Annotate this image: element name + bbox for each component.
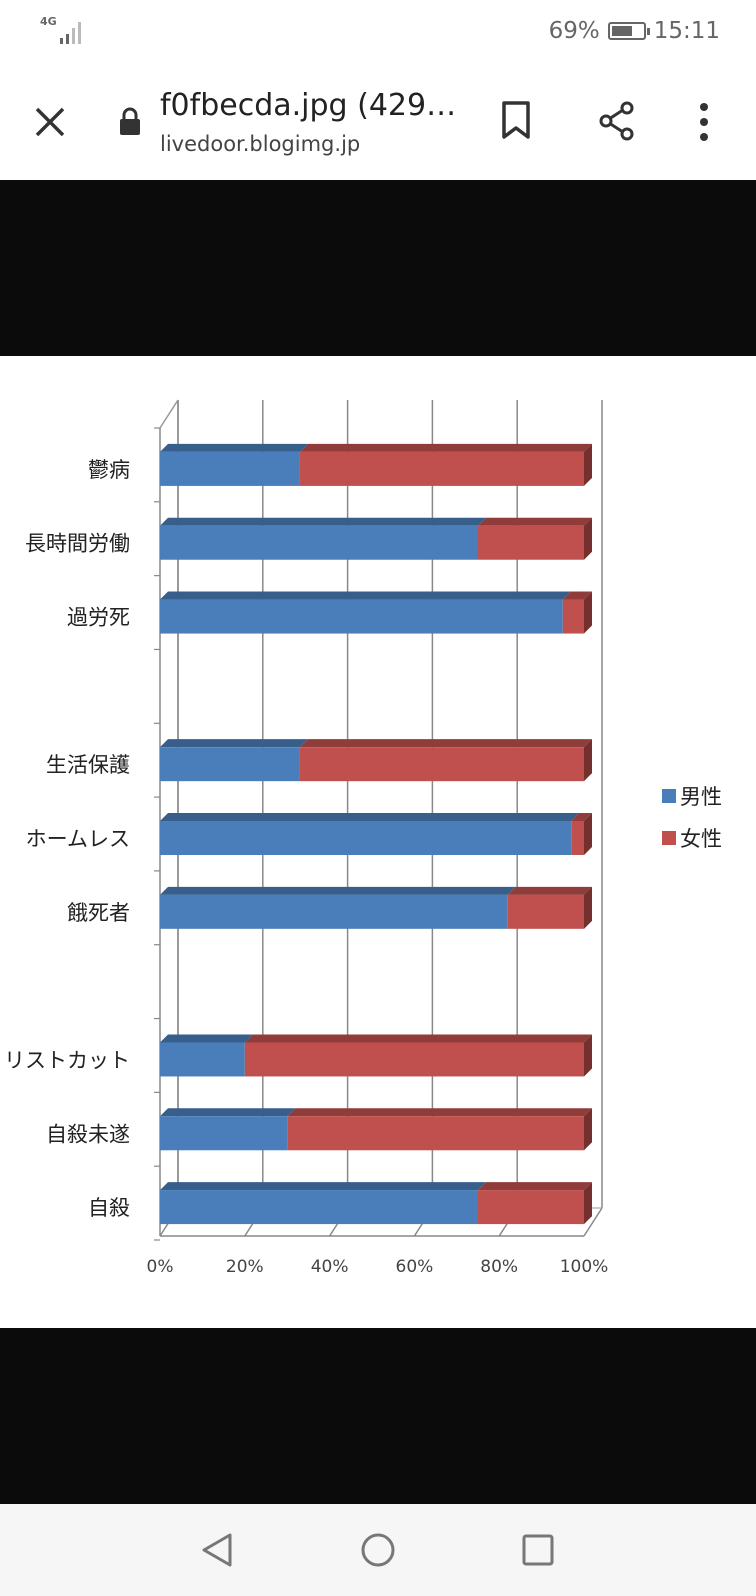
signal-icon: [60, 22, 81, 44]
legend-swatch: [662, 831, 676, 845]
lock-icon: [120, 107, 140, 135]
bar-segment: [562, 599, 584, 634]
bar-end-face: [584, 1108, 592, 1151]
bar-end-face: [584, 813, 592, 855]
bar-segment: [160, 525, 478, 560]
category-label: 生活保護: [46, 753, 130, 777]
page-url: livedoor.blogimg.jp: [160, 132, 361, 156]
bar-end-face: [584, 443, 592, 486]
legend-label: 女性: [680, 827, 722, 851]
system-nav-bar: [0, 1504, 756, 1596]
battery-fill: [611, 26, 633, 36]
bookmark-icon[interactable]: [500, 100, 532, 140]
bar-top-face: [160, 1182, 486, 1191]
bar-segment: [571, 821, 584, 855]
bar-segment: [160, 1190, 478, 1225]
bar-segment: [478, 525, 584, 560]
bar-end-face: [584, 1034, 592, 1077]
bar-segment: [287, 1116, 584, 1151]
bar-top-face: [160, 591, 571, 600]
bar-top-face: [571, 813, 592, 821]
x-tick-label: 0%: [147, 1257, 174, 1277]
x-tick-label: 100%: [560, 1257, 609, 1277]
bar-end-face: [584, 1182, 592, 1225]
bar-segment: [299, 747, 584, 782]
page-title: f0fbecda.jpg (429…: [160, 88, 457, 123]
bar-segment: [244, 1042, 585, 1077]
category-label: 長時間労働: [25, 532, 130, 556]
back-icon[interactable]: [200, 1532, 234, 1568]
bar-segment: [160, 747, 300, 782]
bar-segment: [160, 599, 563, 634]
category-label: 鬱病: [88, 458, 130, 482]
bar-end-face: [584, 886, 592, 929]
bar-top-face: [299, 443, 592, 452]
legend-swatch: [662, 789, 676, 803]
x-tick-label: 80%: [480, 1257, 518, 1277]
bar-top-face: [478, 517, 592, 526]
category-label: ホームレス: [26, 827, 130, 851]
bar-top-face: [160, 1034, 253, 1043]
bar-top-face: [299, 739, 592, 748]
bar-segment: [299, 451, 584, 486]
clock: 15:11: [653, 18, 720, 44]
x-tick-label: 60%: [396, 1257, 434, 1277]
bar-end-face: [584, 739, 592, 782]
close-icon[interactable]: [34, 106, 66, 138]
share-icon[interactable]: [596, 100, 638, 142]
bar-segment: [160, 1116, 288, 1151]
home-icon[interactable]: [360, 1532, 396, 1568]
category-label: 自殺未遂: [46, 1122, 130, 1146]
more-icon[interactable]: [698, 102, 710, 142]
recents-icon[interactable]: [522, 1534, 554, 1566]
category-label: リストカット: [4, 1048, 130, 1072]
bar-top-face: [287, 1108, 592, 1117]
chart-image: 0% 20% 40% 60% 80% 100% 鬱病長時間労働過労死生活保護ホームレス餓死者…: [0, 356, 756, 1328]
x-tick-label: 40%: [311, 1257, 349, 1277]
image-letterbox-top: [0, 180, 756, 356]
bar-top-face: [160, 739, 308, 748]
bar-top-face: [562, 591, 592, 600]
status-right: 69% 15:11: [549, 18, 720, 44]
bar-segment: [160, 1042, 245, 1077]
bar-end-face: [584, 591, 592, 634]
bar-segment: [160, 821, 572, 855]
bar-top-face: [160, 886, 516, 895]
bar-end-face: [584, 517, 592, 560]
bar-top-face: [244, 1034, 593, 1043]
bar-segment: [160, 451, 300, 486]
category-label: 餓死者: [67, 901, 130, 925]
bar-segment: [507, 894, 584, 929]
x-tick-label: 20%: [226, 1257, 264, 1277]
bar-segment: [160, 894, 508, 929]
status-bar: 4G 69% 15:11: [0, 0, 756, 64]
floor-gridline: [583, 1207, 603, 1237]
bar-top-face: [160, 813, 580, 821]
category-label: 自殺: [88, 1196, 130, 1220]
bar-segment: [478, 1190, 584, 1225]
bar-top-face: [160, 443, 308, 452]
browser-toolbar: f0fbecda.jpg (429… livedoor.blogimg.jp: [0, 64, 756, 180]
battery-percent: 69%: [548, 18, 600, 44]
image-letterbox-bottom: [0, 1328, 756, 1504]
bar-top-face: [507, 886, 592, 895]
category-label: 過労死: [67, 606, 130, 630]
bar-top-face: [160, 517, 486, 526]
bar-top-face: [160, 1108, 296, 1117]
battery-icon: [607, 22, 650, 40]
legend-label: 男性: [680, 785, 722, 809]
side-wall-top: [159, 399, 179, 429]
stacked-bar-chart: 0% 20% 40% 60% 80% 100% 鬱病長時間労働過労死生活保護ホームレス餓死者…: [4, 399, 722, 1277]
bar-top-face: [478, 1182, 592, 1191]
network-type: 4G: [40, 15, 57, 28]
